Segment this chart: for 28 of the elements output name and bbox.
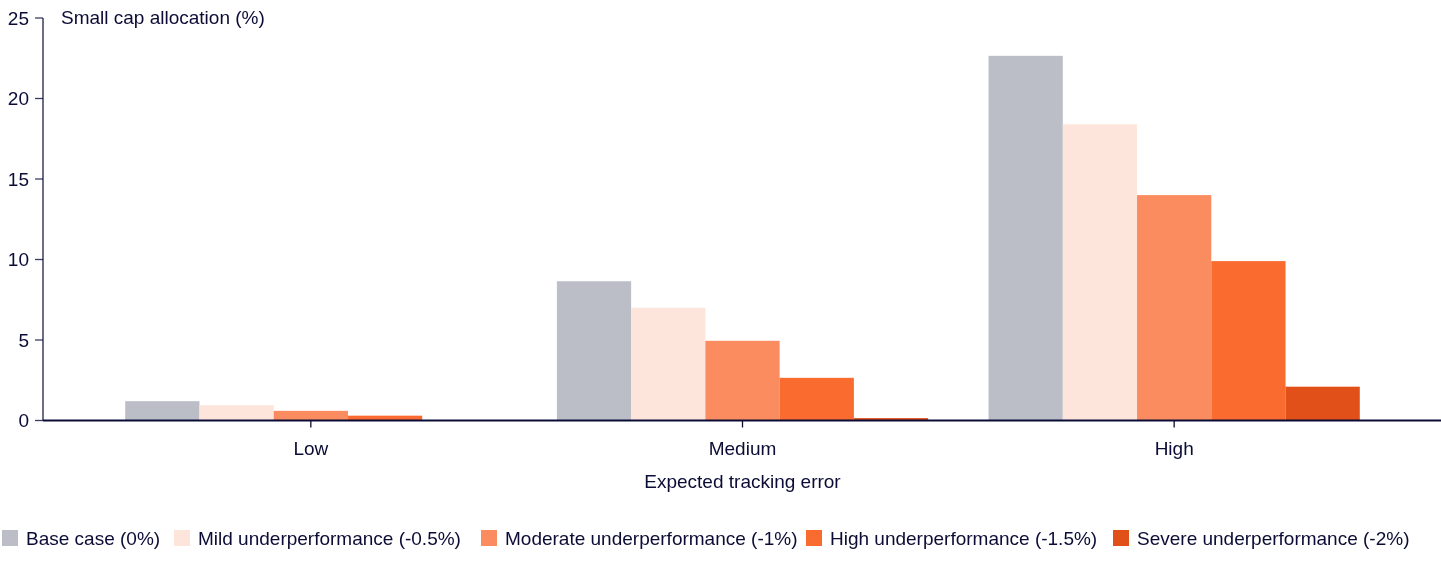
- bar: [631, 307, 706, 421]
- legend-label: High underperformance (-1.5%): [830, 527, 1098, 549]
- legend-label: Base case (0%): [26, 527, 161, 549]
- bar: [199, 405, 274, 421]
- bar: [988, 55, 1063, 421]
- bar: [1211, 261, 1286, 421]
- x-tick-label: Low: [293, 438, 329, 459]
- bar: [779, 377, 854, 421]
- legend-label: Mild underperformance (-0.5%): [198, 527, 461, 549]
- y-tick-label: 5: [18, 329, 29, 351]
- x-axis-title: Expected tracking error: [644, 471, 842, 492]
- bar: [1137, 195, 1212, 421]
- y-tick-label: 20: [7, 88, 29, 110]
- bar: [125, 401, 200, 421]
- bar: [273, 410, 348, 421]
- x-tick-label: High: [1154, 438, 1194, 459]
- y-tick-label: 0: [18, 410, 29, 432]
- y-axis-title: Small cap allocation (%): [61, 7, 265, 28]
- y-tick-label: 25: [7, 7, 29, 29]
- y-tick-label: 15: [7, 168, 29, 190]
- bar: [1062, 124, 1138, 421]
- legend-label: Moderate underperformance (-1%): [505, 527, 798, 549]
- bar: [556, 281, 632, 421]
- bar: [1285, 386, 1360, 421]
- y-tick-label: 10: [7, 249, 29, 271]
- bar: [705, 340, 780, 421]
- x-tick-label: Medium: [708, 438, 777, 459]
- legend-label: Severe underperformance (-2%): [1137, 527, 1410, 549]
